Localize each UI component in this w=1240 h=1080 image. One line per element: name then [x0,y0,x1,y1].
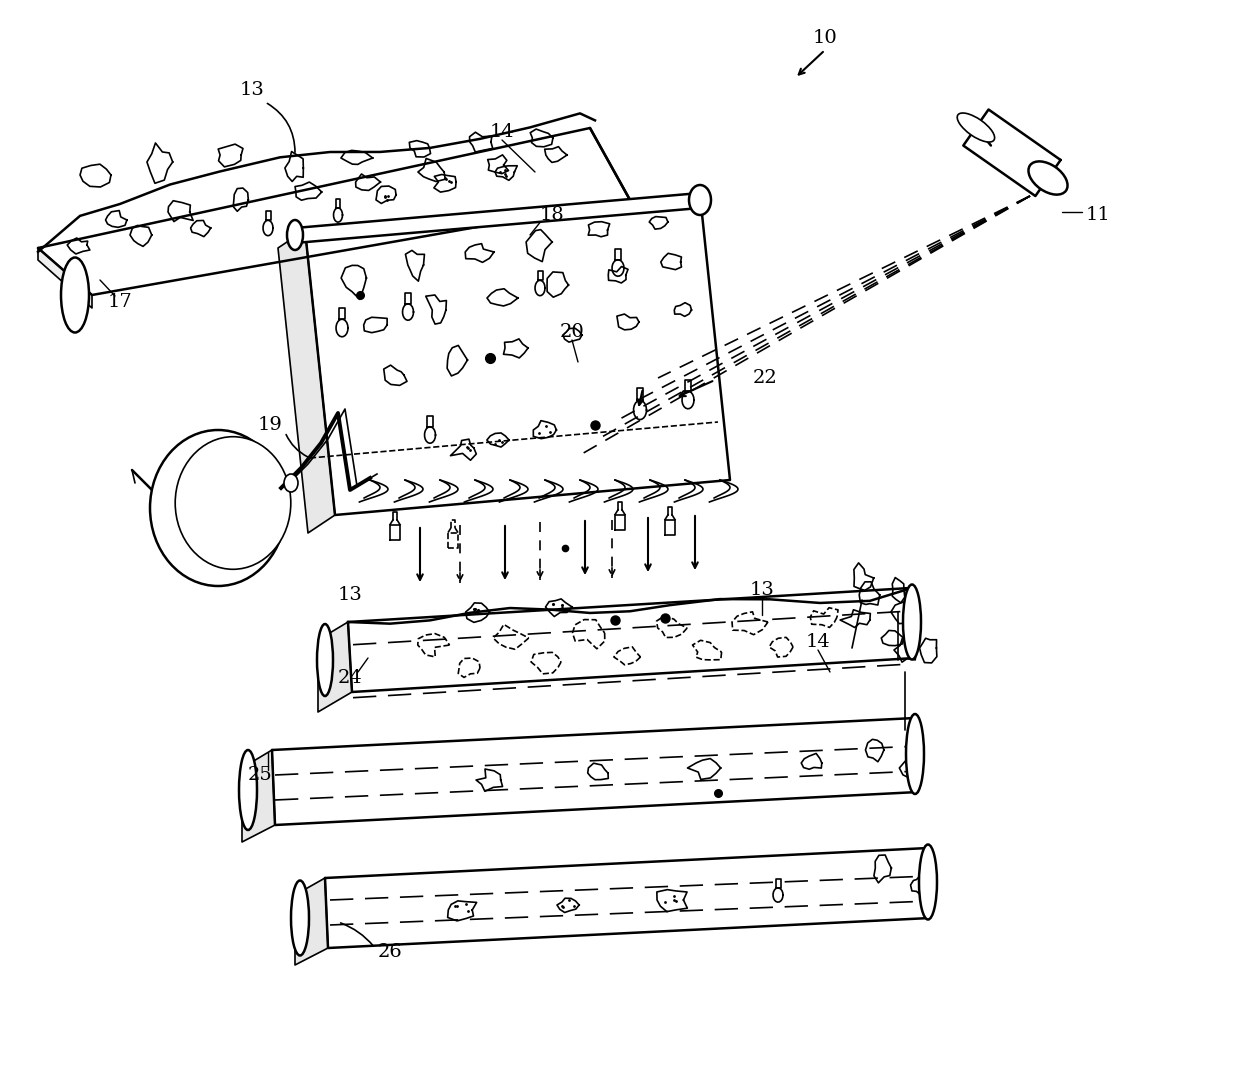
Text: 17: 17 [108,293,133,311]
Ellipse shape [150,430,286,586]
Polygon shape [348,588,915,692]
Text: 14: 14 [490,123,515,141]
Text: 13: 13 [337,586,362,604]
Ellipse shape [286,220,303,249]
Text: 14: 14 [806,633,831,651]
Ellipse shape [906,714,924,794]
Polygon shape [38,129,630,295]
Text: 24: 24 [337,669,362,687]
Text: 13: 13 [239,81,264,99]
Polygon shape [963,109,1060,197]
Ellipse shape [175,436,291,569]
Ellipse shape [689,185,711,215]
Polygon shape [305,195,730,515]
Text: 22: 22 [753,369,777,387]
Polygon shape [336,320,348,337]
Text: 25: 25 [248,766,273,784]
Ellipse shape [903,584,921,660]
Polygon shape [536,281,546,296]
Polygon shape [634,401,646,420]
Polygon shape [424,427,435,443]
Polygon shape [334,207,342,222]
Polygon shape [613,260,624,276]
Ellipse shape [284,474,298,492]
Ellipse shape [1028,161,1068,194]
Polygon shape [272,718,918,825]
Text: 10: 10 [812,29,837,48]
Ellipse shape [239,750,257,831]
Polygon shape [317,622,352,712]
Text: 26: 26 [378,943,402,961]
Polygon shape [682,391,694,408]
Polygon shape [278,230,335,534]
Text: 13: 13 [749,581,775,599]
Text: 20: 20 [559,323,584,341]
Polygon shape [295,878,329,966]
Polygon shape [263,220,273,235]
Ellipse shape [61,257,89,333]
Polygon shape [403,303,413,321]
Polygon shape [242,750,275,842]
Polygon shape [773,888,782,902]
Ellipse shape [291,880,309,956]
Ellipse shape [317,624,334,696]
Polygon shape [38,248,92,308]
Text: 11: 11 [1086,206,1110,224]
Ellipse shape [957,113,994,143]
Polygon shape [325,848,930,948]
Text: 19: 19 [258,416,283,434]
Ellipse shape [919,845,937,919]
Polygon shape [295,193,701,243]
Text: 18: 18 [539,206,564,224]
